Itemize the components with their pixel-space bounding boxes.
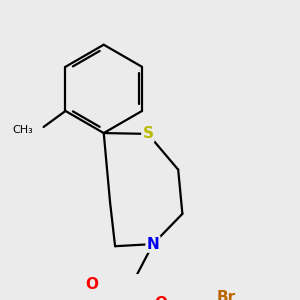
- Text: Br: Br: [217, 290, 236, 300]
- Text: N: N: [147, 237, 159, 252]
- Text: O: O: [154, 296, 167, 300]
- Text: S: S: [142, 126, 153, 141]
- Text: CH₃: CH₃: [12, 125, 33, 135]
- Text: O: O: [85, 278, 98, 292]
